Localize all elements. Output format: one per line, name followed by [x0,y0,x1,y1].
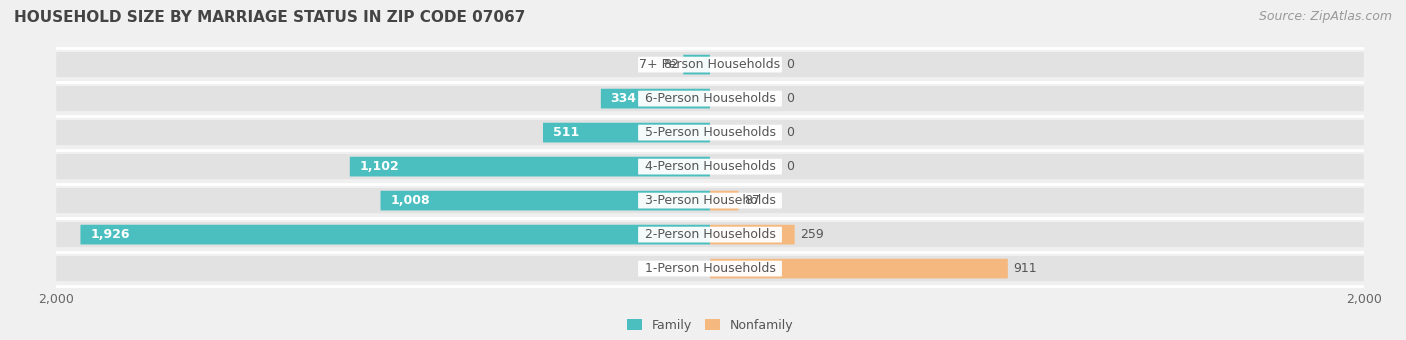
FancyBboxPatch shape [710,225,794,244]
FancyBboxPatch shape [56,52,1364,77]
FancyBboxPatch shape [638,159,782,174]
FancyBboxPatch shape [638,125,782,140]
Text: 6-Person Households: 6-Person Households [644,92,776,105]
Text: 1-Person Households: 1-Person Households [644,262,776,275]
FancyBboxPatch shape [683,55,710,74]
Text: 1,926: 1,926 [90,228,129,241]
FancyBboxPatch shape [381,191,710,210]
Text: 4-Person Households: 4-Person Households [644,160,776,173]
Text: 911: 911 [1014,262,1038,275]
Text: 259: 259 [800,228,824,241]
Text: 0: 0 [786,58,794,71]
FancyBboxPatch shape [600,89,710,108]
FancyBboxPatch shape [56,154,1364,179]
FancyBboxPatch shape [80,225,710,244]
FancyBboxPatch shape [543,123,710,142]
FancyBboxPatch shape [56,120,1364,145]
Text: 2-Person Households: 2-Person Households [644,228,776,241]
Text: 0: 0 [786,160,794,173]
Text: 511: 511 [553,126,579,139]
Text: 334: 334 [610,92,637,105]
FancyBboxPatch shape [638,57,782,72]
Text: 5-Person Households: 5-Person Households [644,126,776,139]
Text: 3-Person Households: 3-Person Households [644,194,776,207]
Legend: Family, Nonfamily: Family, Nonfamily [621,313,799,337]
Text: HOUSEHOLD SIZE BY MARRIAGE STATUS IN ZIP CODE 07067: HOUSEHOLD SIZE BY MARRIAGE STATUS IN ZIP… [14,10,526,25]
Text: 87: 87 [744,194,761,207]
FancyBboxPatch shape [638,227,782,242]
FancyBboxPatch shape [56,222,1364,247]
FancyBboxPatch shape [56,256,1364,281]
FancyBboxPatch shape [638,91,782,106]
Text: 82: 82 [664,58,679,71]
FancyBboxPatch shape [638,261,782,276]
FancyBboxPatch shape [710,191,738,210]
FancyBboxPatch shape [56,188,1364,213]
FancyBboxPatch shape [56,86,1364,111]
Text: 7+ Person Households: 7+ Person Households [640,58,780,71]
Text: 1,008: 1,008 [391,194,430,207]
Text: 0: 0 [786,126,794,139]
Text: 0: 0 [786,92,794,105]
FancyBboxPatch shape [350,157,710,176]
Text: Source: ZipAtlas.com: Source: ZipAtlas.com [1258,10,1392,23]
Text: 1,102: 1,102 [360,160,399,173]
FancyBboxPatch shape [710,259,1008,278]
FancyBboxPatch shape [638,193,782,208]
